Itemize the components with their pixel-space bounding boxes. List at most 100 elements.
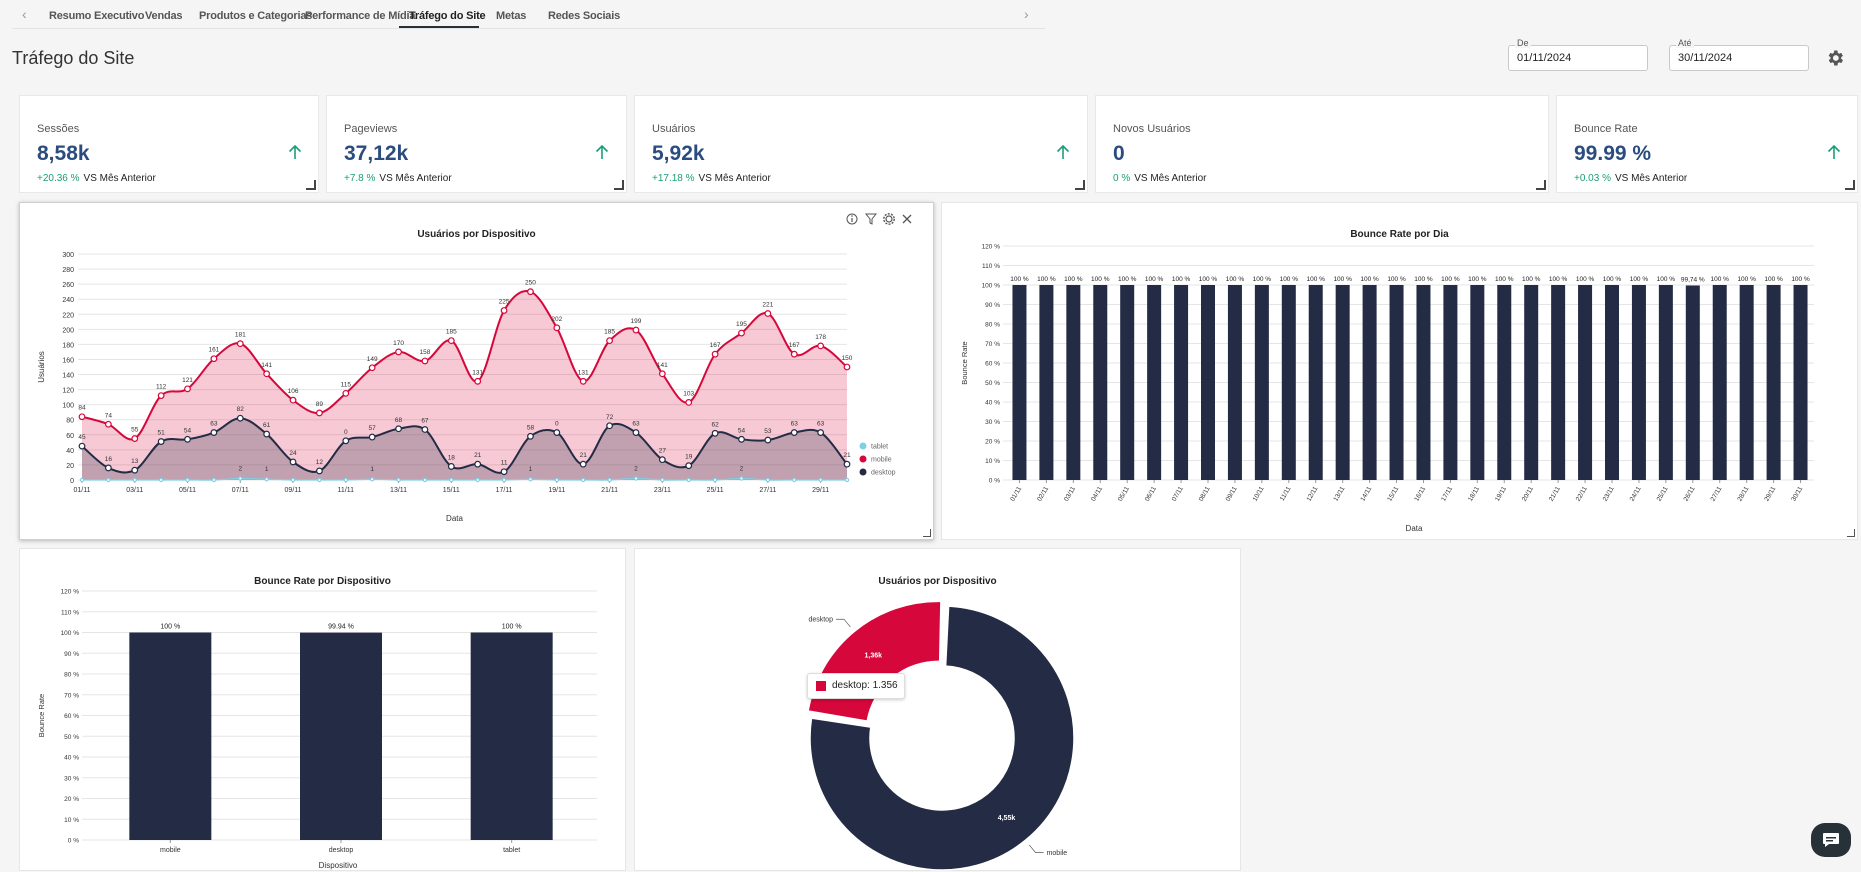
data-point-mobile [527,288,534,296]
data-label-desktop: 53 [764,428,772,435]
legend-label-mobile: mobile [871,457,892,464]
slice-leader-line [1028,844,1044,854]
data-label-desktop: 72 [606,414,614,421]
data-point-mobile [131,435,139,442]
tab-metas[interactable]: Metas [496,10,527,22]
kpi-card-sessoes: Sessões 8,58k +20.36 % VS Mês Anterior [19,95,319,193]
bar [1120,285,1135,480]
info-icon[interactable] [846,213,858,225]
data-label-desktop: 12 [316,459,324,466]
resize-handle[interactable] [1847,529,1855,537]
x-tick-label: 05/11 [179,487,196,494]
tab-performance-midia[interactable]: Performance de Mídia [305,10,416,22]
tab-produtos-categorias[interactable]: Produtos e Categorias [199,10,313,22]
kpi-value: 0 [1113,142,1125,165]
bar [1443,285,1458,480]
data-label-mobile: 221 [762,302,773,309]
data-point-desktop [658,456,666,464]
bar [1174,285,1189,480]
series-line-tablet [82,477,847,481]
data-point-desktop [579,460,587,468]
date-from-field[interactable]: De 01/11/2024 [1508,38,1648,71]
data-label-mobile: 121 [182,377,193,384]
chevron-left-icon[interactable]: ‹ [22,6,27,22]
x-tick-label: 09/11 [1225,485,1239,503]
kpi-delta: +7.8 % VS Mês Anterior [344,173,452,184]
kpi-delta-text: VS Mês Anterior [1614,173,1688,184]
data-point-tablet [554,477,560,483]
y-tick-label: 200 [62,327,74,334]
resize-handle[interactable] [306,180,316,190]
bar [1281,285,1296,480]
resize-handle[interactable] [614,180,624,190]
data-point-mobile [843,363,851,371]
close-icon[interactable] [902,214,912,224]
data-point-desktop [316,467,323,475]
data-point-desktop [764,436,772,444]
data-point-tablet [290,477,296,483]
date-to-field[interactable]: Até 30/11/2024 [1669,38,1809,71]
x-tick-label: 21/11 [601,487,618,494]
bar-value-label: 100 % [1441,276,1460,283]
data-point-desktop [685,462,693,470]
y-tick-label: 120 % [61,589,80,596]
tab-vendas[interactable]: Vendas [145,10,183,22]
arrow-up-icon [288,144,302,159]
data-point-tablet [581,477,586,483]
bar-value-label: 100 % [160,624,180,631]
x-tick-label: 14/11 [1359,485,1373,503]
data-point-tablet [158,477,164,483]
x-tick-label: 27/11 [759,487,776,494]
resize-handle[interactable] [1536,180,1546,190]
data-point-mobile [764,310,772,317]
y-tick-label: 90 % [64,651,79,658]
y-tick-label: 120 % [982,244,1001,251]
data-label-desktop: 63 [791,421,799,428]
bar [470,632,553,840]
x-tick-label: 19/11 [548,487,565,494]
settings-gear-icon[interactable] [1825,48,1845,68]
bar [1631,285,1646,480]
date-from-value[interactable]: 01/11/2024 [1517,52,1572,64]
data-point-tablet [396,477,401,483]
data-point-mobile [236,340,244,348]
bar [1416,285,1431,480]
bar [1551,285,1566,480]
tab-resumo-executivo[interactable]: Resumo Executivo [49,10,145,22]
data-point-desktop [236,414,244,422]
bar [1712,285,1727,480]
resize-handle[interactable] [923,529,931,537]
kpi-label: Pageviews [344,123,398,135]
x-tick-label: 18/11 [1467,485,1481,503]
series-area-desktop [82,418,847,480]
resize-handle[interactable] [1075,180,1085,190]
tab-trafego-site[interactable]: Tráfego do Site [409,10,486,22]
resize-handle[interactable] [1845,180,1855,190]
data-label-tablet: 2 [238,465,242,472]
data-label-mobile: 89 [316,401,324,408]
chevron-right-icon[interactable]: › [1024,6,1029,22]
data-point-desktop [553,429,561,436]
data-label-desktop: 45 [78,434,86,441]
bar-value-label: 100 % [1657,276,1676,283]
data-point-mobile [157,392,165,400]
x-tick-label: 29/11 [812,487,829,494]
x-tick-label: 22/11 [1575,485,1589,503]
bar [1685,285,1700,480]
y-tick-label: 300 [62,252,74,259]
bar-value-label: 99.94 % [328,624,354,631]
legend-marker-tablet [859,442,867,450]
gear-icon[interactable] [883,213,895,225]
data-label-desktop: 63 [632,421,640,428]
data-point-desktop [474,460,482,468]
x-tick-label: 10/11 [1252,485,1266,503]
data-label-mobile: 115 [341,381,352,388]
chat-button[interactable] [1811,823,1851,857]
chart-panel-bounce-rate-dispositivo: Bounce Rate por Dispositivo 0 % 10 % 20 % 3… [19,548,626,871]
x-tick-label: 03/11 [1063,485,1077,503]
tab-redes-sociais[interactable]: Redes Sociais [548,10,620,22]
filter-icon[interactable] [864,213,878,225]
date-to-value[interactable]: 30/11/2024 [1678,52,1733,64]
bar-value-label: 100 % [1307,276,1326,283]
kpi-delta-pct: +17.18 % [652,173,695,184]
